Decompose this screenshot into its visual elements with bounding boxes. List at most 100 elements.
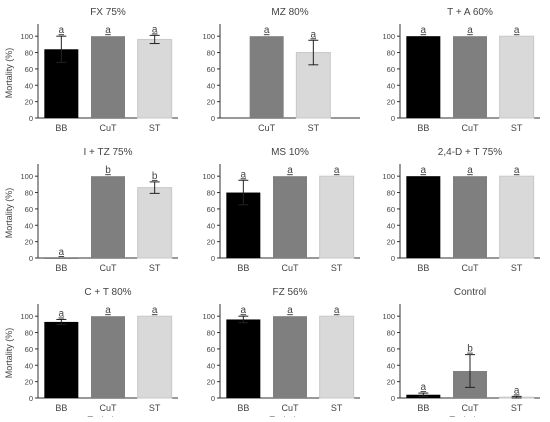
y-tick-label: 0 — [211, 254, 215, 263]
bar-st — [499, 35, 535, 119]
x-tick-label: ST — [331, 403, 343, 413]
x-tick-label: ST — [308, 123, 320, 133]
x-tick-label: BB — [237, 263, 249, 273]
y-tick-label: 20 — [25, 98, 33, 107]
panel-7: C + T 80% 0 20 40 60 80 100 Mortality (%) a BB a Cu… — [4, 287, 178, 422]
y-tick-label: 20 — [387, 98, 395, 107]
y-tick-label: 60 — [207, 345, 215, 354]
significance-letter: a — [105, 305, 111, 316]
significance-letter: a — [287, 305, 293, 316]
y-tick-label: 100 — [20, 32, 33, 41]
significance-letter: a — [514, 385, 520, 396]
panel-title: FZ 56% — [272, 287, 307, 298]
significance-letter: a — [152, 305, 158, 316]
significance-letter: a — [334, 165, 340, 176]
y-axis-label: Mortality (%) — [4, 328, 14, 379]
x-tick-label: CuT — [258, 123, 276, 133]
y-tick-label: 20 — [25, 238, 33, 247]
y-tick-label: 20 — [207, 378, 215, 387]
x-tick-label: CuT — [461, 263, 479, 273]
y-tick-label: 40 — [387, 361, 395, 370]
x-tick-label: CuT — [281, 403, 299, 413]
bar-cut — [273, 316, 307, 398]
panel-2: MZ 80% 0 20 40 60 80 100 a CuT a ST — [202, 7, 360, 133]
x-tick-label: ST — [511, 123, 523, 133]
x-tick-label: BB — [55, 403, 67, 413]
panel-title: Control — [454, 287, 486, 298]
bar-cut — [91, 176, 125, 258]
x-tick-label: BB — [237, 403, 249, 413]
bar-cut — [91, 316, 125, 398]
x-tick-label: BB — [55, 263, 67, 273]
panel-8: FZ 56%020406080100aBBaCuTaSTTechnique — [202, 287, 360, 422]
y-tick-label: 40 — [25, 221, 33, 230]
bar-cut — [453, 176, 487, 258]
y-tick-label: 100 — [202, 312, 215, 321]
significance-letter: a — [59, 247, 65, 258]
y-tick-label: 80 — [387, 329, 395, 338]
y-tick-label: 60 — [387, 345, 395, 354]
x-tick-label: CuT — [461, 123, 479, 133]
x-tick-label: CuT — [99, 403, 117, 413]
y-tick-label: 20 — [207, 238, 215, 247]
significance-letter: a — [311, 29, 317, 40]
bar-st — [137, 187, 173, 259]
panel-1: FX 75% 0 20 40 60 80 100 Mortality (%) a BB a CuT a S… — [4, 7, 178, 133]
y-tick-label: 20 — [387, 378, 395, 387]
x-tick-label: BB — [417, 123, 429, 133]
y-tick-label: 0 — [391, 114, 395, 123]
panel-title: 2,4-D + T 75% — [438, 147, 502, 158]
y-axis-label: Mortality (%) — [4, 188, 14, 239]
y-tick-label: 60 — [387, 65, 395, 74]
bar-cut — [273, 176, 307, 258]
y-tick-label: 80 — [387, 49, 395, 58]
bar-st — [137, 315, 173, 399]
y-tick-label: 100 — [382, 32, 395, 41]
significance-letter: a — [59, 308, 65, 319]
bar-bb — [406, 36, 441, 118]
y-tick-label: 80 — [25, 329, 33, 338]
significance-letter: a — [514, 25, 520, 36]
y-tick-label: 0 — [211, 394, 215, 403]
x-tick-label: CuT — [281, 263, 299, 273]
bar-bb — [406, 176, 441, 258]
y-tick-label: 100 — [20, 312, 33, 321]
panel-9: Control020406080100aBBbCuTaSTTechnique — [382, 287, 540, 422]
y-tick-label: 40 — [25, 81, 33, 90]
y-tick-label: 60 — [207, 205, 215, 214]
y-tick-label: 20 — [207, 98, 215, 107]
y-tick-label: 100 — [202, 32, 215, 41]
y-tick-label: 80 — [207, 329, 215, 338]
panel-4: I + TZ 75% 0 20 40 60 80 100 Mortality (%) a BB b C… — [4, 147, 178, 273]
significance-letter: a — [241, 305, 247, 316]
y-tick-label: 60 — [207, 65, 215, 74]
x-tick-label: ST — [511, 263, 523, 273]
y-tick-label: 0 — [29, 394, 33, 403]
panel-title: MS 10% — [271, 147, 309, 158]
significance-letter: a — [264, 25, 270, 36]
x-tick-label: ST — [149, 123, 161, 133]
y-tick-label: 100 — [382, 312, 395, 321]
y-tick-label: 0 — [29, 254, 33, 263]
panel-6: 2,4-D + T 75% 0 20 40 60 80 100 a BB a CuT a ST — [382, 147, 540, 273]
significance-letter: b — [152, 171, 158, 182]
y-tick-label: 40 — [25, 361, 33, 370]
significance-letter: a — [334, 305, 340, 316]
x-tick-label: ST — [511, 403, 523, 413]
bar-cut — [453, 36, 487, 118]
y-tick-label: 100 — [20, 172, 33, 181]
significance-letter: a — [152, 24, 158, 35]
significance-letter: b — [467, 344, 473, 355]
x-tick-label: BB — [55, 123, 67, 133]
y-tick-label: 0 — [211, 114, 215, 123]
y-tick-label: 20 — [387, 238, 395, 247]
y-tick-label: 80 — [207, 49, 215, 58]
significance-letter: a — [287, 165, 293, 176]
y-tick-label: 80 — [25, 49, 33, 58]
significance-letter: a — [59, 25, 65, 36]
significance-letter: a — [421, 165, 427, 176]
significance-letter: a — [105, 25, 111, 36]
panel-title: I + TZ 75% — [83, 147, 132, 158]
bar-bb — [44, 258, 79, 259]
x-tick-label: ST — [331, 263, 343, 273]
